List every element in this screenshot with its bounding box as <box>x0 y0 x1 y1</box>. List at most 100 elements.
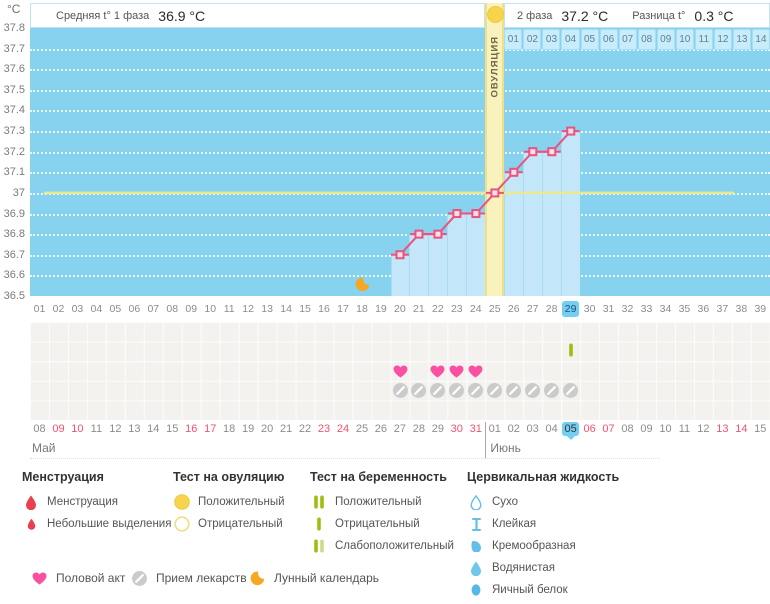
date-cell[interactable]: 10 <box>71 423 84 435</box>
heart-marker[interactable] <box>391 365 409 378</box>
cycle-day-cell[interactable]: 18 <box>356 303 368 315</box>
pill-marker[interactable] <box>429 383 447 398</box>
date-cell[interactable]: 02 <box>507 423 520 435</box>
cycle-day-cell[interactable]: 35 <box>678 303 691 315</box>
date-cell[interactable]: 15 <box>166 423 179 435</box>
pill-marker[interactable] <box>448 383 466 398</box>
cycle-day-cell[interactable]: 30 <box>583 303 596 315</box>
cycle-day-cell[interactable]: 31 <box>602 303 615 315</box>
cycle-day-cell[interactable]: 13 <box>261 303 273 315</box>
temperature-day-column[interactable] <box>542 151 562 296</box>
date-cell[interactable]: 08 <box>621 423 634 435</box>
cycle-day-cell[interactable]: 32 <box>621 303 634 315</box>
chart-plot[interactable]: ОВУЛЯЦИЯ 01 02 03 04 05 06 07 08 09 10 11 12 13 14 <box>30 28 770 296</box>
cycle-day-cell[interactable]: 01 <box>33 303 46 315</box>
heart-marker[interactable] <box>448 365 466 378</box>
date-cell[interactable]: 06 <box>583 423 596 435</box>
temperature-day-column[interactable] <box>447 213 467 296</box>
cycle-day-cell-current[interactable]: 29 <box>561 296 580 322</box>
date-cell-today[interactable]: 05 <box>562 422 579 436</box>
date-cell[interactable]: 08 <box>33 423 46 435</box>
date-cell[interactable]: 04 <box>545 423 558 435</box>
temperature-day-column[interactable] <box>390 254 410 296</box>
cycle-day-cell[interactable]: 14 <box>280 303 292 315</box>
date-cell[interactable]: 12 <box>109 423 122 435</box>
date-cell[interactable]: 12 <box>697 423 710 435</box>
cycle-day-cell[interactable]: 38 <box>735 303 748 315</box>
pill-marker[interactable] <box>562 383 580 398</box>
date-cell[interactable]: 26 <box>374 423 388 435</box>
cycle-day-cell[interactable]: 02 <box>52 303 65 315</box>
cycle-day-cell[interactable]: 12 <box>242 303 254 315</box>
temperature-day-column[interactable] <box>504 172 524 296</box>
date-cell[interactable]: 20 <box>260 423 274 435</box>
date-cell[interactable]: 11 <box>90 423 103 435</box>
cycle-day-cell[interactable]: 09 <box>185 303 198 315</box>
date-cell[interactable]: 25 <box>355 423 369 435</box>
cycle-day-cell[interactable]: 16 <box>318 303 330 315</box>
cycle-day-cell[interactable]: 10 <box>204 303 217 315</box>
date-cell[interactable]: 01 <box>488 423 501 435</box>
pill-marker[interactable] <box>486 383 504 398</box>
temperature-day-column[interactable] <box>561 131 581 296</box>
date-cell[interactable]: 13 <box>716 423 729 435</box>
date-cell[interactable]: 17 <box>204 423 217 435</box>
date-cell[interactable]: 22 <box>298 423 312 435</box>
date-cell[interactable]: 11 <box>678 423 691 435</box>
pill-marker[interactable] <box>543 383 561 398</box>
pill-marker[interactable] <box>505 383 523 398</box>
bar-neg-marker[interactable] <box>562 343 580 357</box>
cycle-day-cell[interactable]: 08 <box>166 303 179 315</box>
date-cell[interactable]: 28 <box>412 423 425 435</box>
pill-marker[interactable] <box>467 383 485 398</box>
cycle-day-cell[interactable]: 24 <box>469 303 482 315</box>
heart-marker[interactable] <box>467 365 485 378</box>
cycle-day-cell[interactable]: 34 <box>659 303 672 315</box>
date-cell[interactable]: 19 <box>242 423 255 435</box>
cycle-day-cell[interactable]: 37 <box>716 303 729 315</box>
cycle-day-cell[interactable]: 19 <box>375 303 387 315</box>
date-cell[interactable]: 09 <box>640 423 653 435</box>
temperature-day-column[interactable] <box>428 234 448 296</box>
date-cell[interactable]: 03 <box>526 423 539 435</box>
date-cell[interactable]: 13 <box>128 423 141 435</box>
cycle-day-cell[interactable]: 03 <box>71 303 84 315</box>
cycle-day-cell[interactable]: 28 <box>545 303 558 315</box>
cycle-day-cell[interactable]: 05 <box>109 303 122 315</box>
temperature-day-column[interactable] <box>466 213 486 296</box>
date-cell[interactable]: 10 <box>659 423 672 435</box>
date-cell[interactable]: 15 <box>754 423 767 435</box>
cycle-day-cell[interactable]: 22 <box>431 303 444 315</box>
date-cell[interactable]: 16 <box>185 423 198 435</box>
date-cell[interactable]: 23 <box>317 423 331 435</box>
temperature-day-column[interactable] <box>523 151 543 296</box>
date-cell[interactable]: 21 <box>279 423 293 435</box>
date-cell[interactable]: 14 <box>735 423 748 435</box>
cycle-day-cell[interactable]: 27 <box>526 303 539 315</box>
pill-marker[interactable] <box>524 383 542 398</box>
date-cell[interactable]: 07 <box>602 423 615 435</box>
heart-marker[interactable] <box>429 365 447 378</box>
date-cell[interactable]: 27 <box>393 423 407 435</box>
cycle-day-cell[interactable]: 07 <box>147 303 160 315</box>
cycle-day-cell[interactable]: 39 <box>754 303 767 315</box>
cycle-day-cell[interactable]: 26 <box>507 303 520 315</box>
date-cell[interactable]: 30 <box>450 423 463 435</box>
cycle-day-cell[interactable]: 17 <box>337 303 349 315</box>
cycle-day-cell[interactable]: 21 <box>413 303 425 315</box>
lunar-calendar-marker[interactable] <box>353 277 371 292</box>
cycle-day-cell[interactable]: 15 <box>299 303 311 315</box>
temperature-day-column[interactable] <box>409 234 429 296</box>
cycle-day-cell[interactable]: 23 <box>450 303 463 315</box>
date-cell[interactable]: 31 <box>469 423 482 435</box>
date-cell[interactable]: 14 <box>147 423 160 435</box>
pill-marker[interactable] <box>391 383 409 398</box>
date-cell[interactable]: 29 <box>431 423 444 435</box>
cycle-day-cell[interactable]: 11 <box>223 303 235 315</box>
cycle-day-cell[interactable]: 36 <box>697 303 710 315</box>
date-cell[interactable]: 09 <box>52 423 65 435</box>
cycle-day-cell[interactable]: 33 <box>640 303 653 315</box>
date-cell[interactable]: 24 <box>336 423 350 435</box>
cycle-day-cell[interactable]: 20 <box>394 303 406 315</box>
cycle-day-cell[interactable]: 25 <box>488 303 501 315</box>
